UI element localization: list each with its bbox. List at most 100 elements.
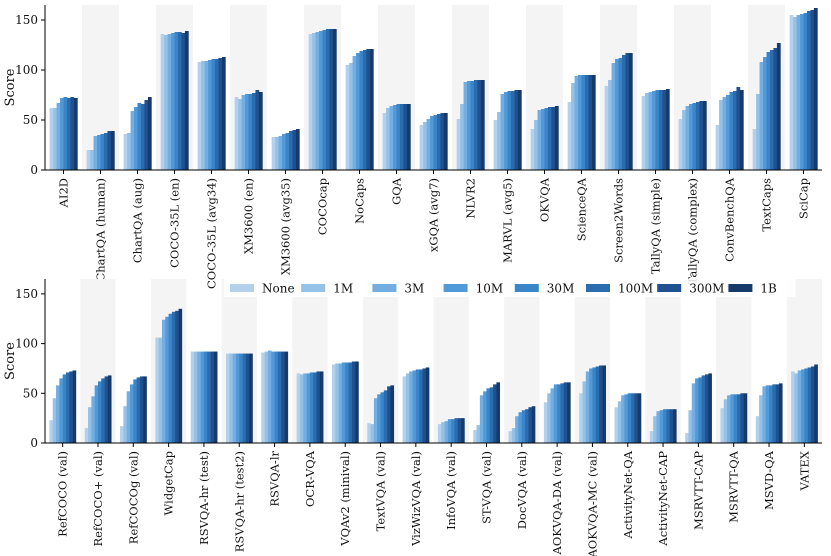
bar [733, 394, 738, 443]
bar [242, 353, 247, 443]
bar [796, 15, 801, 170]
x-tick-label: COCO-35L (avg34) [205, 178, 219, 289]
legend-label: None [262, 282, 295, 296]
bar [359, 51, 364, 170]
bar [107, 375, 112, 443]
bar [701, 375, 706, 443]
bar [101, 378, 105, 443]
bar [567, 382, 571, 443]
bar [380, 392, 385, 443]
legend-swatch [372, 284, 397, 292]
bar [508, 431, 513, 443]
legend-label: 1B [760, 282, 777, 296]
bar [129, 384, 134, 443]
bar [147, 97, 152, 170]
bar [213, 351, 218, 443]
bar [461, 418, 465, 443]
x-tick-label: DocVQA (val) [515, 451, 529, 529]
bar [554, 106, 559, 170]
bar [204, 61, 209, 170]
x-tick-label: ActivityNet-QA [621, 450, 635, 539]
x-tick-label: xGQA (avg7) [427, 178, 441, 252]
bar [456, 119, 461, 170]
bar [517, 90, 522, 170]
bar [181, 33, 186, 170]
bar [393, 105, 397, 170]
bar [599, 365, 603, 443]
bar [399, 104, 404, 170]
legend-swatch [301, 284, 326, 292]
bar [355, 361, 359, 443]
bar [315, 32, 320, 170]
bar [329, 29, 334, 170]
x-tick-label: MSVD-QA [762, 450, 776, 510]
bar [49, 108, 54, 170]
bar [107, 131, 112, 170]
bar [500, 94, 505, 170]
bar [624, 394, 629, 443]
bar [208, 60, 212, 170]
bar [557, 384, 561, 443]
bar [389, 106, 394, 170]
bar [214, 59, 219, 170]
bar [63, 97, 68, 170]
bar [161, 319, 166, 443]
bar [801, 369, 805, 443]
bar [110, 131, 115, 170]
bar [158, 337, 163, 443]
bar [409, 371, 413, 443]
bar [175, 310, 179, 443]
bar [628, 53, 633, 170]
bar [776, 43, 781, 170]
bar [356, 53, 360, 170]
bar [184, 31, 189, 170]
legend-swatch [586, 284, 610, 292]
bar [415, 369, 420, 443]
bar [719, 100, 723, 170]
bar [402, 376, 407, 443]
bar [447, 419, 452, 443]
bar [207, 351, 211, 443]
bar [430, 116, 434, 170]
legend-label: 3M [404, 282, 424, 296]
bar [345, 362, 349, 443]
bar [685, 106, 690, 170]
bar [739, 90, 744, 170]
bar [93, 136, 98, 170]
bar [226, 353, 230, 443]
bar [553, 384, 558, 443]
bar [366, 49, 371, 170]
bar [341, 362, 346, 443]
bar [625, 53, 630, 170]
x-tick-label: VATEX [797, 450, 811, 491]
bar [473, 430, 477, 443]
bar [729, 92, 734, 170]
bar [497, 112, 501, 170]
bar [489, 387, 494, 443]
bar [778, 383, 783, 443]
bar [284, 351, 289, 443]
bar [103, 133, 108, 170]
bar [59, 378, 63, 443]
bar [617, 401, 622, 443]
chart-panel-bottom: 0 50 100 150 Score RefCOCO (val) RefCOCO+ (val… [3, 279, 822, 556]
bar [200, 351, 205, 443]
bar [134, 107, 138, 170]
bar [406, 104, 411, 170]
bar [91, 396, 95, 443]
bar [486, 388, 491, 443]
bar [437, 424, 442, 443]
bar [155, 337, 159, 443]
bar [608, 80, 612, 170]
bar [419, 369, 423, 443]
bar [335, 363, 339, 443]
bar [584, 75, 589, 170]
bar [510, 91, 515, 170]
x-tick-label: RefCOCO+ (val) [91, 451, 105, 546]
x-tick-label: SciCap [797, 178, 811, 219]
bar [325, 29, 330, 170]
legend-label: 30M [547, 282, 575, 296]
bar [56, 385, 60, 443]
bar [271, 351, 275, 443]
